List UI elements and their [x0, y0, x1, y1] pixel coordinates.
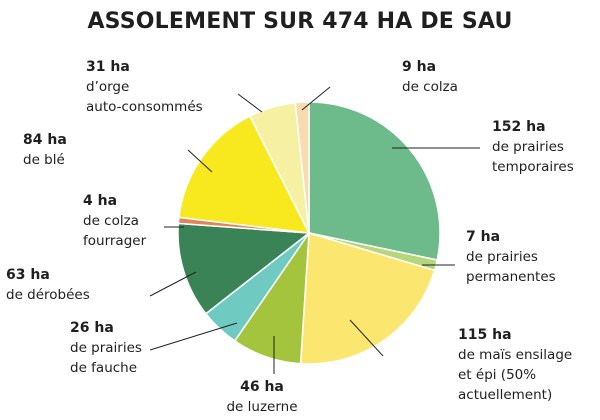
slice-description-label: de prairies	[466, 249, 538, 265]
leader-line	[237, 93, 263, 113]
slice-description-label: de dérobées	[6, 287, 90, 303]
leader-line	[301, 86, 331, 111]
leader-line	[149, 322, 238, 351]
slice-value-label: 9 ha	[402, 59, 436, 75]
slice-value-label: 31 ha	[86, 59, 130, 75]
slice-description-label: de colza	[402, 79, 458, 95]
slice-value-label: 46 ha	[240, 379, 284, 395]
pie-slice	[308, 101, 441, 261]
leader-line	[187, 149, 213, 173]
slice-description-label: de colza	[83, 213, 139, 229]
slice-description-label: de blé	[23, 152, 65, 168]
slice-value-label: 152 ha	[492, 119, 546, 135]
slice-description-label: fourrager	[83, 233, 147, 249]
leader-line	[349, 319, 384, 357]
slice-description-label: temporaires	[492, 159, 574, 175]
pie-slice	[177, 222, 311, 315]
chart-title: ASSOLEMENT SUR 474 HA DE SAU	[87, 9, 512, 34]
slice-labels: 152 ha de prairies temporaires 7 ha de prair…	[6, 59, 574, 415]
slice-value-label: 26 ha	[70, 320, 114, 336]
slice-value-label: 7 ha	[466, 229, 500, 245]
leader-line	[149, 271, 197, 297]
slice-description-label: de prairies	[70, 340, 142, 356]
slice-value-label: 115 ha	[458, 327, 512, 343]
slice-description-label: de maïs ensilage	[458, 347, 572, 363]
slice-description-label: d’orge	[86, 79, 129, 95]
pie-slices	[177, 101, 441, 365]
slice-description-label: de luzerne	[226, 399, 297, 415]
pie-slice	[299, 232, 436, 365]
slice-value-label: 63 ha	[6, 267, 50, 283]
slice-description-label: actuellement)	[458, 387, 552, 403]
slice-description-label: de prairies	[492, 139, 564, 155]
slice-value-label: 84 ha	[23, 132, 67, 148]
slice-description-label: et épi (50%	[458, 367, 536, 383]
leader-lines	[149, 86, 480, 374]
slice-description-label: de fauche	[70, 360, 137, 376]
slice-value-label: 4 ha	[83, 193, 117, 209]
slice-description-label: auto-consommés	[86, 99, 203, 115]
pie-slice	[178, 115, 311, 234]
pie-slice	[294, 101, 310, 234]
slice-description-label: permanentes	[466, 269, 556, 285]
